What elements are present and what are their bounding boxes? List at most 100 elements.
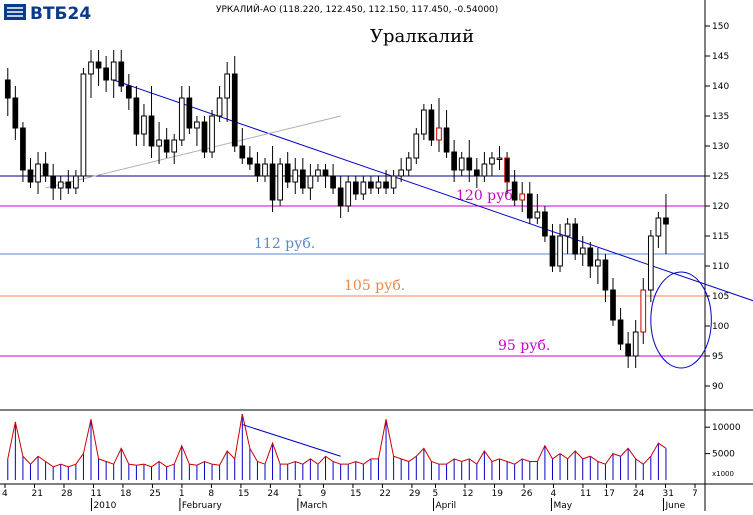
candle: [473, 158, 480, 188]
candle: [307, 164, 314, 200]
level-label-95: 95 руб.: [498, 338, 550, 354]
candle: [595, 248, 601, 284]
candle: [549, 224, 556, 272]
month-label: April: [436, 501, 457, 511]
candle: [390, 170, 397, 194]
candle: [292, 158, 299, 194]
candle: [50, 164, 57, 200]
candle: [466, 140, 473, 182]
candle: [526, 182, 533, 224]
volume-tick-label: 10000: [712, 423, 741, 433]
candle: [178, 86, 185, 146]
price-tick-label: 145: [712, 52, 729, 62]
candle: [572, 218, 579, 260]
candle: [299, 158, 306, 194]
candle: [231, 56, 238, 152]
price-tick-label: 90: [712, 382, 724, 392]
logo: ВТБ24: [4, 4, 91, 24]
volume-tick-label: 5000: [712, 450, 735, 460]
level-label-105: 105 руб.: [344, 278, 405, 294]
day-label: 29: [409, 489, 421, 499]
price-tick-label: 95: [712, 352, 723, 362]
candle: [65, 170, 72, 194]
candle: [617, 308, 624, 350]
day-label: 5: [433, 489, 439, 499]
level-label-120: 120 руб.: [456, 188, 517, 204]
day-label: 1: [297, 489, 303, 499]
day-label: 31: [663, 489, 674, 499]
candle: [421, 104, 427, 140]
candle: [315, 164, 321, 182]
candle: [42, 152, 49, 182]
candle: [118, 50, 125, 92]
day-label: 7: [692, 489, 698, 499]
volume-axis-ticks: 5000 10000 x1000: [705, 423, 741, 478]
candle: [330, 164, 336, 194]
price-tick-label: 140: [712, 82, 729, 92]
candle: [519, 182, 526, 212]
day-label: 8: [208, 489, 214, 499]
day-label: 24: [267, 489, 279, 499]
day-label: 18: [120, 489, 132, 499]
ellipse-mark: [650, 271, 712, 369]
month-label: 2010: [93, 501, 116, 511]
candle: [80, 68, 87, 182]
candle: [511, 170, 518, 206]
level-label-112: 112 руб.: [254, 236, 315, 252]
candle: [663, 194, 669, 254]
candle: [269, 146, 276, 212]
day-label: 15: [350, 489, 361, 499]
day-label: 22: [379, 489, 390, 499]
day-label: 11: [90, 489, 101, 499]
candle: [436, 98, 442, 152]
month-label: June: [665, 501, 686, 511]
candle: [542, 206, 548, 242]
candle: [247, 146, 253, 170]
candle: [368, 176, 374, 194]
candle: [640, 278, 647, 344]
candle: [345, 176, 352, 212]
volume-panel: [7, 413, 667, 480]
price-tick-label: 105: [712, 292, 729, 302]
month-label: May: [553, 501, 572, 511]
candle: [133, 86, 140, 146]
candle: [587, 242, 594, 278]
candle: [647, 230, 654, 302]
volume-trendline: [242, 424, 341, 457]
day-label: 26: [521, 489, 533, 499]
price-tick-label: 115: [712, 232, 729, 242]
day-label: 15: [238, 489, 249, 499]
candle: [481, 152, 488, 182]
candle: [610, 278, 616, 326]
candle: [655, 212, 662, 248]
candle: [262, 158, 268, 182]
candle: [284, 152, 291, 188]
candle: [194, 116, 200, 146]
price-axis-ticks: 90 95 100 105 110 115 120 125 130 135 140 145 150: [705, 22, 729, 392]
candle: [141, 104, 147, 146]
month-label: March: [300, 501, 327, 511]
price-tick-label: 110: [712, 262, 729, 272]
month-label: February: [182, 501, 223, 511]
day-label: 17: [604, 489, 615, 499]
day-label: 4: [550, 489, 556, 499]
candle: [322, 164, 329, 188]
quote-line: УРКАЛИЙ-АО (118.220, 122.450, 112.150, 1…: [216, 3, 498, 15]
candle: [428, 104, 435, 146]
price-levels: 120 руб. 112 руб. 105 руб. 95 руб.: [0, 175, 705, 357]
volume-unit-label: x1000: [712, 470, 734, 478]
support-trend-line: [45, 115, 341, 189]
candle: [632, 320, 639, 368]
candle: [413, 128, 420, 164]
day-label: 28: [61, 489, 73, 499]
candle: [216, 86, 223, 122]
candle: [451, 140, 457, 182]
logo-text: ВТБ24: [30, 4, 91, 24]
candle: [27, 158, 34, 188]
price-tick-label: 130: [712, 142, 729, 152]
day-label: 4: [2, 489, 8, 499]
price-tick-label: 120: [712, 202, 729, 212]
annotation-ellipse: [650, 271, 712, 369]
